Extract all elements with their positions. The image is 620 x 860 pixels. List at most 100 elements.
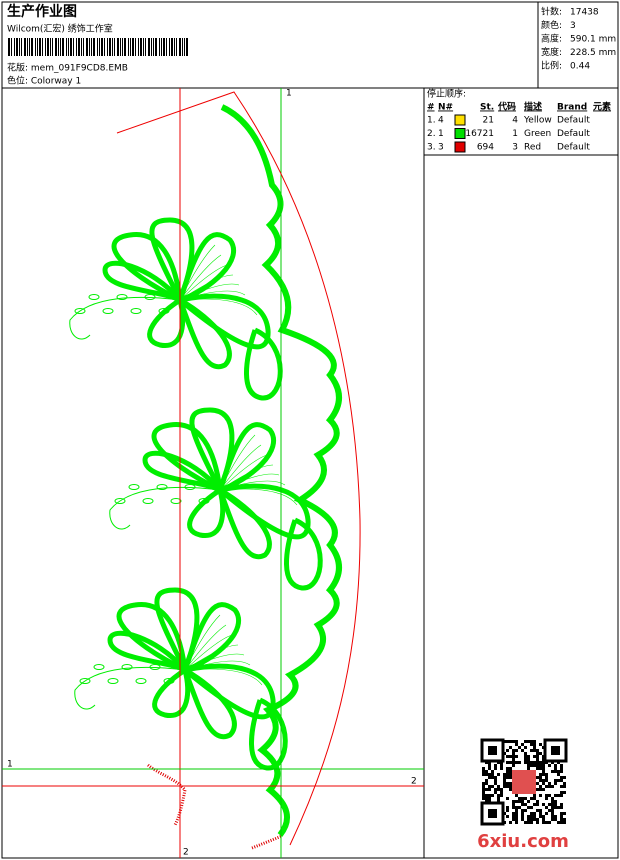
qr-cell (560, 779, 563, 782)
qr-cell (563, 791, 566, 794)
qr-cell (521, 809, 524, 812)
qr-cell (509, 767, 512, 770)
qr-cell (515, 809, 518, 812)
qr-cell (539, 761, 542, 764)
column-header: 代码 (497, 101, 516, 113)
leaf (102, 308, 114, 314)
bar-stripe (138, 38, 139, 56)
qr-cell (560, 767, 563, 770)
leaf (184, 484, 196, 490)
petal (187, 487, 226, 538)
qr-cell (515, 740, 518, 743)
stem (109, 486, 221, 530)
qr-cell (512, 761, 515, 764)
qr-cell (533, 797, 536, 800)
qr-cell (509, 821, 512, 824)
stitch-line (179, 264, 228, 301)
bar-stripe (21, 38, 22, 56)
leaf (170, 498, 182, 504)
bar-stripe (39, 38, 41, 56)
qr-cell (548, 803, 551, 806)
qr-cell (506, 761, 509, 764)
qr-cell (494, 767, 497, 770)
stitch-line (184, 624, 227, 671)
bar-stripe (151, 38, 152, 56)
qr-cell (548, 782, 551, 785)
qr-cell (563, 821, 566, 824)
qr-cell (551, 809, 554, 812)
leaf (135, 678, 147, 684)
row-index: 1. (427, 116, 436, 126)
qr-cell (521, 797, 524, 800)
row-index: 3. (427, 143, 436, 153)
qr-cell (497, 788, 500, 791)
qr-cell (545, 797, 548, 800)
qr-cell (515, 815, 518, 818)
qr-cell (530, 821, 533, 824)
bar-stripe (16, 38, 18, 56)
stat-label: 高度: (541, 33, 562, 45)
stitch-line (184, 660, 251, 671)
qr-cell (536, 803, 539, 806)
qr-cell (539, 764, 542, 767)
qr-cell (530, 818, 533, 821)
qr-cell (515, 761, 518, 764)
stitch-line (219, 434, 256, 491)
petal (111, 231, 183, 303)
column-header: St. (480, 103, 494, 113)
petal (154, 587, 200, 672)
petal (182, 667, 237, 740)
qr-cell (545, 794, 548, 797)
qr-cell (500, 767, 503, 770)
qr-cell (533, 818, 536, 821)
qr-cell (521, 803, 524, 806)
qr-cell (521, 818, 524, 821)
bar-stripe (163, 38, 165, 56)
qr-cell (524, 821, 527, 824)
stat-value: 3 (570, 21, 576, 31)
bar-stripe (140, 38, 142, 56)
qr-cell (533, 803, 536, 806)
description: Green (524, 129, 551, 139)
qr-cell (557, 770, 560, 773)
leaf (79, 678, 91, 684)
stats: 针数: 17438 颜色: 3 高度: 590.1 mm 宽度: 228.5 mm 比例: 0.4… (541, 6, 616, 72)
stitch-line (179, 283, 240, 301)
qr-cell (560, 764, 563, 767)
qr-cell (527, 755, 530, 758)
qr-cell (494, 764, 497, 767)
qr-cell (554, 806, 557, 809)
bar-stripe (70, 38, 72, 56)
qr-cell (512, 803, 515, 806)
bar-stripe (91, 38, 92, 56)
qr-cell (524, 755, 527, 758)
qr-cell (506, 806, 509, 809)
qr-cell (491, 776, 494, 779)
qr-cell (539, 788, 542, 791)
qr-cell (533, 740, 536, 743)
bar-stripe (73, 38, 74, 56)
qr-cell (482, 797, 485, 800)
teardrop (244, 327, 283, 401)
design: 花版: mem_091F9CD8.EMB (7, 62, 128, 74)
qr-cell (539, 779, 542, 782)
petal (189, 407, 235, 492)
qr-cell (560, 821, 563, 824)
leaf (114, 498, 126, 504)
qr-cell (482, 782, 485, 785)
qr-cell (542, 773, 545, 776)
leaf (116, 294, 128, 300)
guide-label: 1 (7, 760, 13, 770)
qr-cell (560, 785, 563, 788)
qr-cell (518, 761, 521, 764)
qr-cell (506, 740, 509, 743)
bar-stripe (171, 38, 173, 56)
qr-cell (518, 800, 521, 803)
bar-stripe (135, 38, 136, 56)
qr-cell (485, 797, 488, 800)
bar-stripe (145, 38, 146, 56)
bar-stripe (169, 38, 170, 56)
qr-cell (545, 773, 548, 776)
